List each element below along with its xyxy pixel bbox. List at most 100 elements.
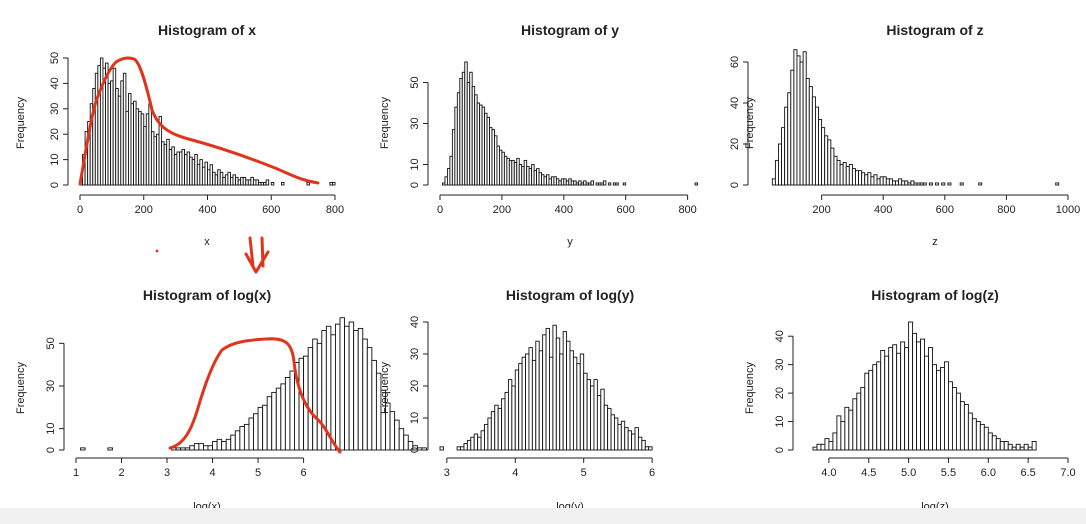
y-tick-label: 50 <box>409 76 421 88</box>
histogram-bar <box>1003 441 1009 451</box>
histogram-bar <box>856 392 862 451</box>
histogram-bar <box>802 51 807 186</box>
histogram-bar <box>867 172 872 186</box>
histogram-bar <box>334 323 341 451</box>
histogram-bar <box>864 372 870 451</box>
histogram-bar <box>1019 446 1025 451</box>
chart-title: Histogram of y <box>521 22 619 38</box>
x-tick-label: 400 <box>198 204 216 216</box>
histogram-bar <box>576 363 581 451</box>
histogram-bar <box>266 396 273 451</box>
bars <box>771 49 1060 186</box>
histogram-bar <box>590 180 594 186</box>
histogram-bar <box>494 404 499 451</box>
histogram-bar <box>1023 443 1029 451</box>
histogram-bar <box>1007 443 1013 451</box>
y-axis-label: Frequency <box>744 362 756 414</box>
y-axis: 0 10 20 30 40 <box>774 330 794 453</box>
histogram-bar <box>225 438 232 451</box>
histogram-bar <box>827 139 832 186</box>
handwritten-annotations <box>78 56 342 454</box>
y-axis: 0 10 20 30 40 <box>409 316 429 453</box>
histogram-bar <box>892 344 898 451</box>
histogram-bar <box>1011 446 1017 451</box>
x-axis: 0 200 400 600 800 <box>77 194 344 216</box>
histogram-bar <box>545 327 550 451</box>
x-tick-label: 5 <box>581 467 587 479</box>
y-tick-label: 50 <box>49 52 61 64</box>
x-tick-label: 6.5 <box>1021 467 1036 479</box>
histogram-bar <box>1055 182 1060 186</box>
histogram-bar <box>978 182 983 186</box>
histogram-bar <box>824 135 829 186</box>
x-tick-label: 6 <box>649 467 655 479</box>
histogram-bar <box>908 321 914 451</box>
histogram-bar <box>844 406 850 451</box>
chart-title: Histogram of x <box>158 22 256 38</box>
histogram-bar <box>289 370 295 451</box>
histogram-bar <box>572 356 578 451</box>
histogram-bar <box>265 179 270 186</box>
histogram-bar <box>907 182 912 186</box>
histogram-bar <box>852 398 858 451</box>
histogram-bar <box>876 178 881 186</box>
histogram-bar <box>403 434 409 451</box>
histogram-bar <box>967 412 973 451</box>
histogram-bar <box>932 364 937 451</box>
x-tick-label: 7.0 <box>1060 467 1075 479</box>
bars <box>80 317 427 451</box>
histogram-bar <box>816 443 822 451</box>
histogram-bar <box>868 369 874 451</box>
histogram-bar <box>184 447 191 451</box>
histogram-bar <box>189 445 195 451</box>
histogram-bar <box>586 379 591 451</box>
histogram-bar <box>248 417 254 451</box>
bars <box>812 321 1037 451</box>
histogram-bar <box>207 445 214 451</box>
x-tick-label: 400 <box>555 204 573 216</box>
histogram-bar <box>833 155 838 186</box>
histogram-bar <box>542 334 547 451</box>
histogram-bar <box>239 426 245 451</box>
histogram-bar <box>830 147 835 186</box>
histogram-bar <box>873 174 878 186</box>
histogram-bar <box>840 421 846 451</box>
histogram-bar <box>916 182 921 186</box>
histogram-bar <box>784 106 789 186</box>
bottom-scroll-bar <box>0 508 1086 524</box>
histogram-bar <box>607 407 612 451</box>
histogram-bar <box>828 441 834 451</box>
histogram-bar <box>971 418 977 451</box>
histogram-bar <box>221 441 227 451</box>
histogram-bar <box>559 353 564 451</box>
histogram-bar <box>781 127 786 186</box>
y-tick-label: 30 <box>774 359 786 371</box>
histogram-bar <box>959 401 965 451</box>
histogram-bar <box>836 159 841 186</box>
histogram-bar <box>811 96 816 186</box>
chart-title: Histogram of log(x) <box>143 287 271 303</box>
y-tick-label: 30 <box>409 348 421 360</box>
histogram-bar <box>460 446 465 451</box>
histogram-bar <box>694 182 698 186</box>
histogram-bar <box>895 180 900 186</box>
histogram-bar <box>641 439 646 451</box>
histogram-bar <box>1031 441 1037 451</box>
histogram-bar <box>951 386 957 451</box>
histogram-bar <box>891 180 896 186</box>
histogram-bar <box>820 443 826 451</box>
histogram-bar <box>922 182 927 186</box>
histogram-bar <box>234 430 241 451</box>
histogram-bar <box>600 388 605 451</box>
x-tick-label: 1 <box>73 467 79 479</box>
histogram-bar <box>525 353 530 451</box>
histogram-bar <box>818 118 823 186</box>
y-tick-label: 10 <box>774 415 786 427</box>
histogram-bar <box>316 342 323 451</box>
y-tick-label: 10 <box>409 412 421 424</box>
y-tick-label: 0 <box>49 182 61 188</box>
x-tick-label: 800 <box>678 204 696 216</box>
histogram-bar <box>531 359 537 451</box>
